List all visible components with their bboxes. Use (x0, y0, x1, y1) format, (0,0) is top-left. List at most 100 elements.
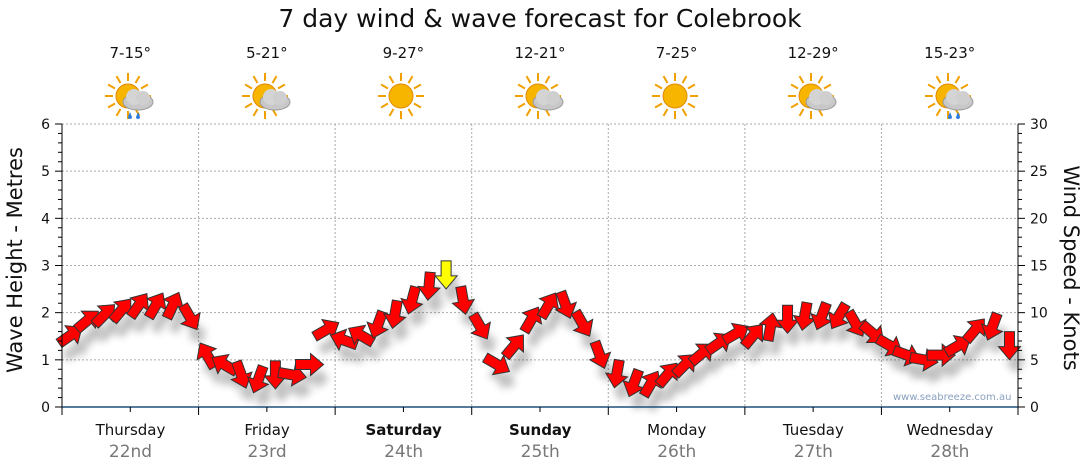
wind-arrow-shadow (79, 325, 105, 348)
wind-arrow-shadow (782, 319, 805, 348)
day-temp-range: 7-25° (655, 44, 698, 62)
sun-cloud-icon (512, 72, 572, 122)
wind-arrow-shadow (507, 348, 530, 374)
sun-icon (649, 72, 709, 122)
y2-tick-label: 25 (1030, 164, 1048, 180)
wind-arrow (246, 364, 270, 394)
day-temp-range: 9-27° (382, 44, 425, 62)
y2-tick-label: 0 (1030, 400, 1039, 416)
wind-arrow (980, 311, 1004, 341)
y-tick-label: 3 (41, 259, 50, 275)
wind-arrow-shadow (336, 343, 365, 365)
wind-arrow-shadow (301, 367, 330, 390)
wind-arrow (997, 331, 1022, 361)
wind-arrow (554, 289, 578, 320)
wind-arrow (670, 354, 696, 379)
date-label: 27th (793, 442, 833, 462)
wind-arrow (382, 299, 407, 330)
wind-arrow-shadow (694, 358, 719, 381)
wind-arrow-shadow (373, 324, 394, 353)
chart-title: 7 day wind & wave forecast for Colebrook (278, 4, 802, 33)
date-label: 28th (930, 442, 970, 462)
wind-arrow-shadow (968, 332, 991, 358)
wind-arrow (638, 370, 662, 399)
wind-arrow-shadow (114, 313, 137, 338)
wind-arrow (588, 339, 612, 369)
date-label: 22nd (108, 442, 153, 462)
wind-arrow (482, 352, 511, 376)
wind-arrow-shadow (423, 285, 446, 315)
wind-arrow-shadow (677, 368, 702, 392)
y2-tick-label: 20 (1030, 211, 1048, 227)
wind-arrow (55, 325, 83, 349)
wind-arrow-shadow (389, 313, 412, 343)
wind-arrow (519, 306, 543, 335)
wind-arrow (828, 301, 851, 330)
wind-arrow (570, 308, 594, 337)
wind-arrow (468, 311, 491, 340)
sun-cloud-icon (785, 72, 845, 122)
date-label: 25th (520, 442, 560, 462)
wind-arrow (500, 334, 524, 361)
wind-arrow (178, 302, 201, 331)
day-temp-range: 12-29° (787, 44, 839, 62)
y2-tick-label: 10 (1030, 306, 1048, 322)
wind-arrow-shadow (661, 377, 684, 402)
wind-arrow-shadow (283, 378, 313, 400)
y-tick-label: 5 (41, 164, 50, 180)
y-tick-label: 0 (41, 400, 50, 416)
wind-arrow (858, 319, 885, 343)
y2-tick-label: 15 (1030, 259, 1048, 275)
wind-arrow-shadow (253, 378, 275, 407)
wind-arrow (400, 284, 424, 315)
wind-arrow (604, 358, 629, 389)
wind-arrow (295, 352, 325, 377)
wind-arrow-shadow (97, 318, 121, 342)
wind-arrow (347, 324, 377, 348)
y-tick-label: 6 (41, 117, 50, 133)
wind-arrow-shadow (746, 338, 769, 364)
wind-arrow (434, 260, 459, 290)
y-tick-label: 4 (41, 211, 50, 227)
day-label: Wednesday (906, 421, 994, 439)
wind-arrow (196, 342, 220, 371)
y-tick-label: 1 (41, 353, 50, 369)
day-label: Saturday (365, 421, 442, 439)
y2-axis-title: Wind Speed - Knots (1059, 165, 1080, 371)
day-temp-range: 7-15° (109, 44, 152, 62)
wind-arrow (451, 285, 476, 315)
y-tick-label: 2 (41, 306, 50, 322)
wind-arrow-shadow (949, 349, 977, 372)
wind-arrow (366, 309, 390, 339)
day-label: Sunday (509, 421, 572, 439)
date-label: 24th (384, 442, 424, 462)
wind-arrow-shadow (354, 339, 382, 361)
day-label: Tuesday (782, 421, 844, 439)
wind-arrow-shadow (1004, 345, 1027, 374)
sun-cloud-rain-icon (922, 72, 982, 122)
day-temp-range: 15-23° (924, 44, 976, 62)
day-label: Monday (647, 421, 707, 439)
day-temp-range: 12-21° (514, 44, 566, 62)
date-label: 23rd (247, 442, 287, 462)
wind-arrow (654, 362, 678, 389)
watermark[interactable]: www.seabreeze.com.au (893, 392, 1012, 403)
wind-arrow (739, 323, 763, 350)
sun-cloud-icon (239, 72, 299, 122)
wind-arrow (230, 359, 253, 389)
y2-tick-label: 30 (1030, 117, 1048, 133)
y-axis-title: Wave Height - Metres (3, 147, 27, 373)
wind-arrow (416, 271, 442, 301)
day-label: Thursday (95, 421, 166, 439)
wind-arrow-shadow (270, 374, 293, 403)
date-label: 26th (657, 442, 697, 462)
wind-arrow (961, 318, 985, 345)
wind-arrow-shadow (62, 339, 89, 362)
wind-arrow-shadow (407, 299, 429, 328)
sun-cloud-rain-icon (102, 72, 162, 122)
y2-tick-label: 5 (1030, 353, 1039, 369)
wind-arrow (72, 310, 99, 334)
day-temp-range: 5-21° (246, 44, 288, 62)
